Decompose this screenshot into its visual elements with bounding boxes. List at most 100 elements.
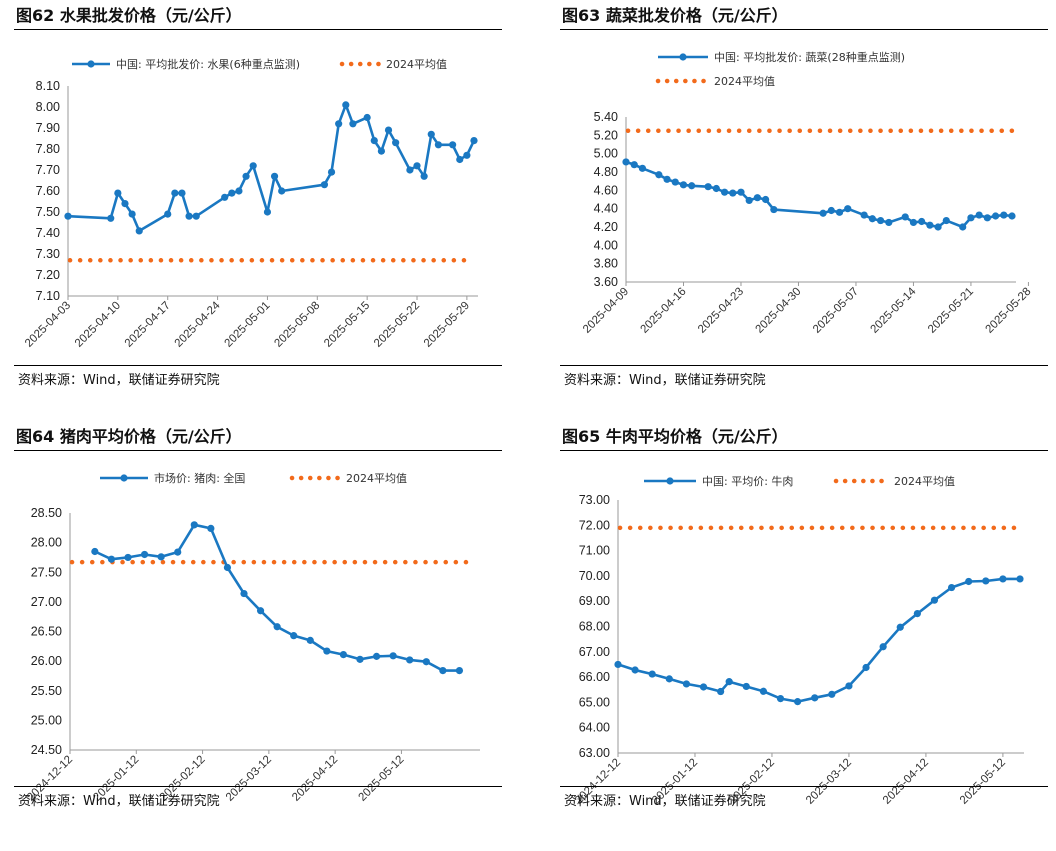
y-tick-label: 7.10 <box>36 289 60 303</box>
title-rule <box>560 29 1048 30</box>
data-point <box>392 139 400 147</box>
data-point <box>323 647 331 655</box>
y-tick-label: 66.00 <box>579 670 610 684</box>
y-tick-label: 4.00 <box>594 238 618 252</box>
data-point <box>828 690 836 698</box>
chart-title: 图65 牛肉平均价格（元/公斤） <box>562 427 788 446</box>
data-point <box>860 211 868 219</box>
data-point <box>221 193 229 201</box>
data-point <box>320 181 329 189</box>
y-tick-label: 7.20 <box>36 268 60 282</box>
chart-panel-pork: 图64 猪肉平均价格（元/公斤） 24.50 25.00 25.50 26.00 26.… <box>14 423 502 841</box>
data-point <box>164 210 172 218</box>
y-tick-label: 24.50 <box>31 743 62 757</box>
y-tick-label: 27.50 <box>31 565 62 579</box>
y-tick-label: 5.20 <box>594 128 618 142</box>
data-point <box>901 213 909 221</box>
x-tick-label: 2025-05-12 <box>958 757 1008 807</box>
title-rule <box>560 450 1048 451</box>
data-point <box>64 212 72 220</box>
x-tick-label: 2025-05-08 <box>272 300 322 350</box>
y-tick-label: 4.80 <box>594 165 618 179</box>
source-rule <box>560 786 1048 787</box>
data-point <box>157 553 165 561</box>
data-point <box>885 218 893 227</box>
line-chart-vegetable: 3.60 3.80 4.00 4.20 4.40 4.60 4.80 5.00 5.20 5.40… <box>581 50 1034 336</box>
data-point <box>967 214 975 222</box>
data-point <box>655 171 663 179</box>
y-tick-label: 7.30 <box>36 247 60 261</box>
data-point <box>335 120 343 128</box>
data-point <box>178 189 186 197</box>
x-tick-label: 2025-04-10 <box>73 300 123 350</box>
data-point <box>207 524 215 533</box>
data-point <box>107 214 115 222</box>
legend-series-label: 中国: 平均价: 牛肉 <box>702 474 793 488</box>
data-point <box>420 172 428 180</box>
data-point <box>121 200 129 208</box>
y-tick-label: 7.80 <box>36 142 60 156</box>
data-point <box>720 188 729 196</box>
y-tick-label: 25.00 <box>31 713 62 727</box>
y-tick-label: 68.00 <box>579 620 610 634</box>
source-note: 资料来源：Wind，联储证券研究院 <box>18 794 220 809</box>
data-point <box>242 172 250 180</box>
data-point <box>614 660 622 669</box>
chart-title: 图63 蔬菜批发价格（元/公斤） <box>562 6 788 25</box>
data-point <box>638 164 647 172</box>
x-tick-label: 2025-05-14 <box>868 285 919 336</box>
data-point <box>185 212 193 220</box>
data-point <box>91 547 99 556</box>
y-tick-label: 8.10 <box>36 79 60 93</box>
price-series-line <box>625 160 1013 229</box>
y-tick-label: 64.00 <box>579 721 610 735</box>
data-point <box>717 687 725 696</box>
y-tick-label: 26.50 <box>31 625 62 639</box>
data-point <box>868 215 876 223</box>
data-point <box>965 577 973 586</box>
y-tick-label: 25.50 <box>31 684 62 698</box>
x-tick-label: 2025-04-03 <box>23 300 73 350</box>
data-point <box>422 658 430 666</box>
data-point <box>455 667 464 675</box>
data-point <box>737 188 745 196</box>
data-point <box>128 210 136 218</box>
x-tick-label: 2025-04-24 <box>173 299 224 350</box>
data-point <box>174 548 182 556</box>
data-point <box>449 141 457 149</box>
data-point <box>725 678 733 686</box>
chart-panel-beef: 图65 牛肉平均价格（元/公斤） 63.00 64.00 65.00 66.00 67.… <box>560 423 1048 841</box>
data-point <box>270 172 279 180</box>
data-point <box>982 577 990 585</box>
data-point <box>406 166 414 174</box>
data-point <box>742 682 750 691</box>
data-point <box>909 218 918 227</box>
data-point <box>835 208 844 216</box>
data-point <box>844 205 852 213</box>
data-point <box>256 607 265 615</box>
data-point <box>942 216 950 225</box>
y-tick-label: 7.40 <box>36 226 60 240</box>
data-point <box>413 162 421 170</box>
data-point <box>682 680 691 688</box>
y-tick-label: 3.80 <box>594 257 618 271</box>
y-tick-label: 28.50 <box>31 506 62 520</box>
y-tick-label: 73.00 <box>579 493 610 507</box>
data-point <box>630 161 638 169</box>
x-tick-label: 2025-05-15 <box>322 300 372 350</box>
title-rule <box>14 29 502 30</box>
source-note: 资料来源：Wind，联储证券研究院 <box>564 794 766 809</box>
x-tick-label: 2025-04-12 <box>290 754 340 804</box>
data-point <box>947 583 956 592</box>
x-tick-label: 2025-05-12 <box>356 754 406 804</box>
data-point <box>631 666 639 674</box>
data-point <box>975 211 983 219</box>
chart-title: 图64 猪肉平均价格（元/公斤） <box>16 427 242 446</box>
source-note: 资料来源：Wind，联储证券研究院 <box>18 373 220 388</box>
data-point <box>845 682 853 690</box>
data-point <box>819 209 827 217</box>
y-tick-label: 27.00 <box>31 595 62 609</box>
x-tick-label: 2025-05-29 <box>422 300 472 350</box>
x-tick-label: 2025-05-28 <box>983 286 1033 336</box>
x-tick-label: 2025-03-12 <box>804 757 854 807</box>
